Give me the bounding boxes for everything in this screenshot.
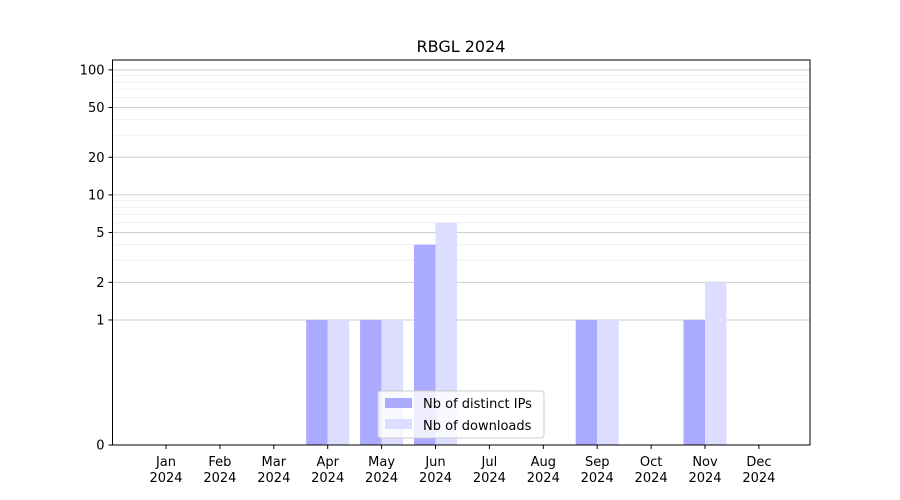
y-tick-label: 20: [88, 151, 105, 166]
x-tick-label-month: Dec: [746, 455, 771, 470]
bar-downloads: [705, 282, 727, 445]
y-tick-label: 1: [96, 313, 104, 328]
y-tick-label: 5: [96, 226, 104, 241]
x-tick-label-year: 2024: [473, 471, 506, 486]
x-tick-label-month: May: [368, 455, 395, 470]
grid-lines: [112, 69, 810, 321]
x-tick-label-year: 2024: [688, 471, 721, 486]
x-tick-label-year: 2024: [149, 471, 182, 486]
x-axis: Jan2024Feb2024Mar2024Apr2024May2024Jun20…: [149, 445, 775, 486]
bar-downloads: [597, 319, 619, 445]
x-tick-label-month: Apr: [316, 455, 339, 470]
y-tick-label: 0: [96, 439, 104, 454]
x-tick-label-month: Feb: [208, 455, 231, 470]
legend-label-ips: Nb of distinct IPs: [423, 397, 532, 412]
y-tick-label: 50: [88, 101, 105, 116]
bar-downloads: [435, 222, 457, 445]
y-tick-label: 2: [96, 276, 104, 291]
x-tick-label-month: Jul: [481, 455, 498, 470]
x-tick-label-month: Mar: [262, 455, 287, 470]
x-tick-label-month: Jan: [155, 455, 176, 470]
x-tick-label-month: Nov: [692, 455, 718, 470]
legend: Nb of distinct IPs Nb of downloads: [377, 390, 545, 439]
x-tick-label-year: 2024: [742, 471, 775, 486]
y-tick-label: 100: [80, 63, 105, 78]
bar-ips: [575, 319, 598, 445]
legend-swatch-downloads: [385, 419, 412, 429]
y-tick-label: 10: [88, 188, 105, 203]
legend-label-downloads: Nb of downloads: [423, 419, 532, 434]
x-tick-label-year: 2024: [365, 471, 398, 486]
chart-title: RBGL 2024: [417, 37, 506, 56]
x-tick-label-year: 2024: [527, 471, 560, 486]
x-tick-label-month: Jun: [424, 455, 445, 470]
legend-swatch-ips: [385, 398, 412, 408]
bar-ips: [683, 319, 705, 445]
x-tick-label-year: 2024: [581, 471, 614, 486]
x-tick-label-month: Aug: [531, 455, 556, 470]
x-tick-label-year: 2024: [311, 471, 344, 486]
x-tick-label-year: 2024: [203, 471, 236, 486]
x-tick-label-month: Oct: [640, 455, 662, 470]
x-tick-label-month: Sep: [585, 455, 610, 470]
y-axis: 0 1 2 5 10 20 50 100: [80, 63, 113, 454]
x-tick-label-year: 2024: [635, 471, 668, 486]
bar-downloads: [327, 319, 350, 445]
plot-frame: [112, 59, 811, 446]
bar-ips: [360, 319, 382, 445]
x-tick-label-year: 2024: [257, 471, 290, 486]
x-tick-label-year: 2024: [419, 471, 452, 486]
bar-ips: [306, 319, 328, 445]
